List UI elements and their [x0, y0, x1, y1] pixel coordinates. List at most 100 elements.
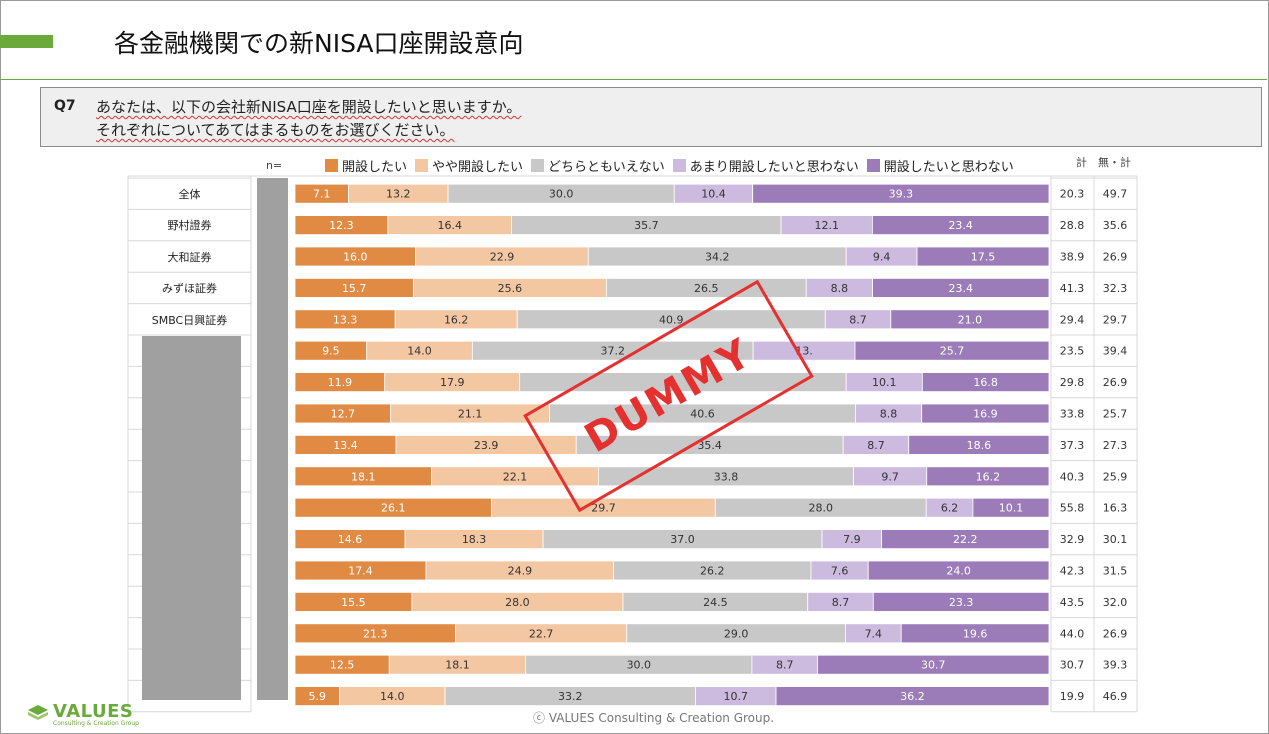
data-label: 21.0	[958, 313, 983, 326]
total-negative-value: 39.4	[1103, 345, 1128, 358]
data-label: 12.1	[814, 219, 839, 232]
n-header: n=	[266, 159, 283, 172]
data-label: 9.4	[873, 251, 891, 264]
page-title: 各金融機関での新NISA口座開設意向	[114, 29, 524, 58]
total-positive-value: 23.5	[1060, 345, 1085, 358]
data-label: 28.0	[809, 502, 834, 515]
data-label: 23.4	[949, 282, 974, 295]
data-label: 35.7	[634, 219, 659, 232]
data-label: 13.4	[333, 439, 358, 452]
bar-segment	[921, 372, 1050, 393]
legend-item: やや開設したい	[415, 156, 523, 175]
total-positive-value: 43.5	[1060, 596, 1085, 609]
data-label: 24.9	[508, 565, 533, 578]
data-label: 21.3	[363, 627, 388, 640]
data-label: 12.5	[330, 659, 355, 672]
data-label: 21.1	[458, 408, 483, 421]
total-positive-value: 19.9	[1060, 690, 1085, 703]
data-label: 16.2	[444, 313, 469, 326]
legend-item: どちらともいえない	[531, 156, 665, 175]
data-label: 10.1	[872, 376, 897, 389]
total-negative-value: 32.0	[1103, 596, 1128, 609]
data-label: 26.5	[694, 282, 719, 295]
data-label: 7.1	[313, 188, 331, 201]
legend-label: どちらともいえない	[548, 159, 665, 175]
data-label: 14.0	[407, 345, 432, 358]
total-negative-value: 26.9	[1103, 627, 1128, 640]
data-label: 10.4	[701, 188, 726, 201]
question-line-2: それぞれについてあてはまるものをお選びください。	[96, 121, 455, 139]
data-label: 18.1	[351, 470, 376, 483]
legend-label: 開設したいと思わない	[883, 159, 1014, 175]
data-label: 14.6	[338, 533, 363, 546]
row-label: 全体	[178, 188, 201, 201]
copyright: ⓒ VALUES Consulting & Creation Group.	[533, 711, 775, 725]
bar-segment	[908, 434, 1050, 455]
total-negative-value: 26.9	[1103, 376, 1128, 389]
legend-swatch	[866, 158, 880, 172]
bar-segment	[900, 623, 1050, 644]
data-label: 36.2	[900, 690, 925, 703]
data-label: 8.7	[867, 439, 885, 452]
data-label: 11.9	[328, 376, 353, 389]
row-label: 野村證券	[167, 219, 212, 233]
bar-segment	[872, 592, 1050, 612]
data-label: 9.5	[322, 345, 340, 358]
total-positive-value: 38.9	[1060, 251, 1085, 264]
total-negative-value: 31.5	[1103, 565, 1128, 578]
total-positive-value: 33.8	[1060, 408, 1085, 421]
bar-segment	[881, 529, 1050, 549]
row-label: みずほ証券	[162, 282, 217, 296]
question-line-1: あなたは、以下の会社新NISA口座を開設したいと思いますか。	[96, 98, 522, 116]
data-label: 6.2	[941, 502, 959, 515]
total-positive-value: 20.3	[1060, 188, 1085, 201]
data-label: 28.0	[505, 596, 530, 609]
data-label: 23.4	[948, 219, 973, 232]
data-label: 30.0	[627, 659, 652, 672]
total-positive-value: 55.8	[1060, 502, 1085, 515]
bar-segment	[972, 497, 1050, 518]
data-label: 15.5	[341, 596, 366, 609]
data-label: 8.7	[776, 659, 794, 672]
bar-segment	[871, 215, 1050, 236]
total-negative-value: 29.7	[1103, 313, 1128, 326]
data-label: 37.0	[670, 533, 695, 546]
data-label: 16.4	[437, 219, 462, 232]
legend-item: あまり開設したいと思わない	[672, 156, 859, 175]
data-label: 18.1	[445, 659, 470, 672]
legend-swatch	[415, 158, 429, 172]
legend-label: やや開設したい	[432, 159, 524, 175]
row-label: SMBC日興証券	[151, 313, 228, 327]
data-label: 14.0	[380, 690, 405, 703]
data-label: 13.3	[333, 313, 358, 326]
data-label: 35.4	[697, 439, 722, 452]
data-label: 39.3	[889, 188, 914, 201]
total-negative-value: 30.1	[1103, 533, 1128, 546]
legend-label: あまり開設したいと思わない	[689, 159, 859, 175]
total-negative-value: 39.3	[1103, 659, 1128, 672]
bar-segment	[867, 560, 1050, 581]
bar-segment	[890, 309, 1050, 330]
row-labels-redacted	[142, 336, 241, 700]
data-label: 23.9	[474, 439, 499, 452]
data-label: 10.7	[723, 690, 748, 703]
total-positive-value: 42.3	[1060, 565, 1085, 578]
data-label: 10.1	[999, 502, 1024, 515]
total-negative-value: 35.6	[1103, 219, 1128, 232]
total-positive-value: 37.3	[1060, 439, 1085, 452]
data-label: 37.2	[601, 345, 626, 358]
data-label: 5.9	[308, 690, 326, 703]
chart-legend: 開設したい やや開設したい どちらともいえない あまり開設したいと思わない 開設したいと…	[325, 156, 1022, 175]
total-negative-value: 25.7	[1103, 408, 1128, 421]
n-values-redacted	[257, 178, 288, 700]
data-label: 30.7	[921, 659, 946, 672]
legend-swatch	[672, 158, 686, 172]
total-negative-value: 16.3	[1103, 502, 1128, 515]
bar-segment	[921, 403, 1050, 424]
total-positive-value: 29.8	[1060, 376, 1085, 389]
data-label: 29.0	[724, 627, 749, 640]
data-label: 8.8	[880, 408, 898, 421]
data-label: 22.9	[490, 251, 515, 264]
data-label: 22.7	[529, 627, 554, 640]
total-negative-header: 無・計	[1098, 156, 1131, 169]
